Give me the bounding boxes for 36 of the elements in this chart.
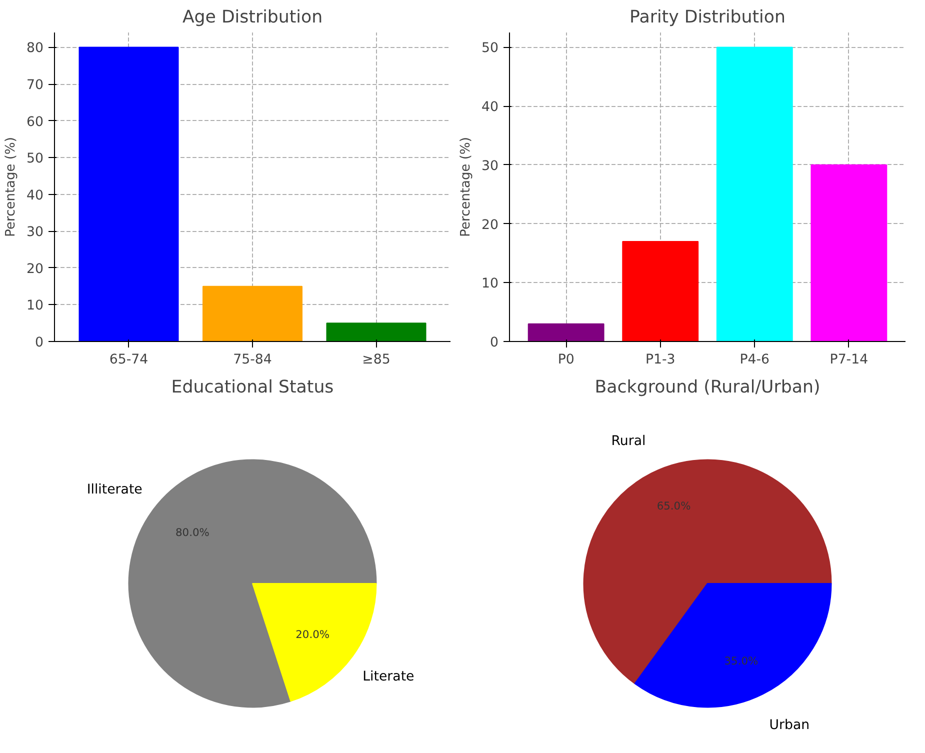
chart-title: Background (Rural/Urban) xyxy=(594,378,820,398)
y-tick-label: 10 xyxy=(26,298,44,314)
x-tick-label: P1-3 xyxy=(645,352,676,368)
y-tick-label: 20 xyxy=(482,218,499,233)
x-tick-label: 65-74 xyxy=(109,352,148,368)
chart-title: Parity Distribution xyxy=(630,8,786,28)
data-label: 80.0% xyxy=(176,526,210,539)
x-tick-label: 75-84 xyxy=(233,352,272,368)
x-tick-label: P0 xyxy=(558,352,574,368)
slice-label: Rural xyxy=(611,434,646,450)
y-tick-label: 30 xyxy=(482,158,499,174)
y-tick-label: 70 xyxy=(26,78,44,93)
y-tick-label: 40 xyxy=(26,188,44,204)
data-label: 35.0% xyxy=(724,654,758,668)
chart-title: Age Distribution xyxy=(182,8,323,28)
slice-label: Illiterate xyxy=(86,482,142,498)
y-axis-title: Percentage (%) xyxy=(4,137,19,237)
y-tick-label: 30 xyxy=(26,225,44,240)
y-tick-label: 50 xyxy=(26,152,44,167)
y-axis-title: Percentage (%) xyxy=(458,137,474,237)
data-label: 20.0% xyxy=(296,628,330,642)
y-tick-label: 40 xyxy=(482,100,499,116)
chart-title: Educational Status xyxy=(171,378,334,398)
x-tick-label: ≥85 xyxy=(362,352,390,368)
x-tick-label: P7-14 xyxy=(830,352,868,368)
y-tick-label: 0 xyxy=(490,336,499,350)
slice-label: Urban xyxy=(769,718,810,733)
x-tick-label: P4-6 xyxy=(740,352,770,368)
y-tick-label: 10 xyxy=(482,276,499,292)
slice-label: Literate xyxy=(362,670,414,685)
y-tick-label: 0 xyxy=(35,336,44,350)
data-label: 65.0% xyxy=(656,500,691,513)
y-tick-label: 80 xyxy=(26,41,44,56)
y-tick-label: 50 xyxy=(482,41,499,56)
y-tick-label: 20 xyxy=(26,262,44,277)
y-tick-label: 60 xyxy=(26,114,44,130)
